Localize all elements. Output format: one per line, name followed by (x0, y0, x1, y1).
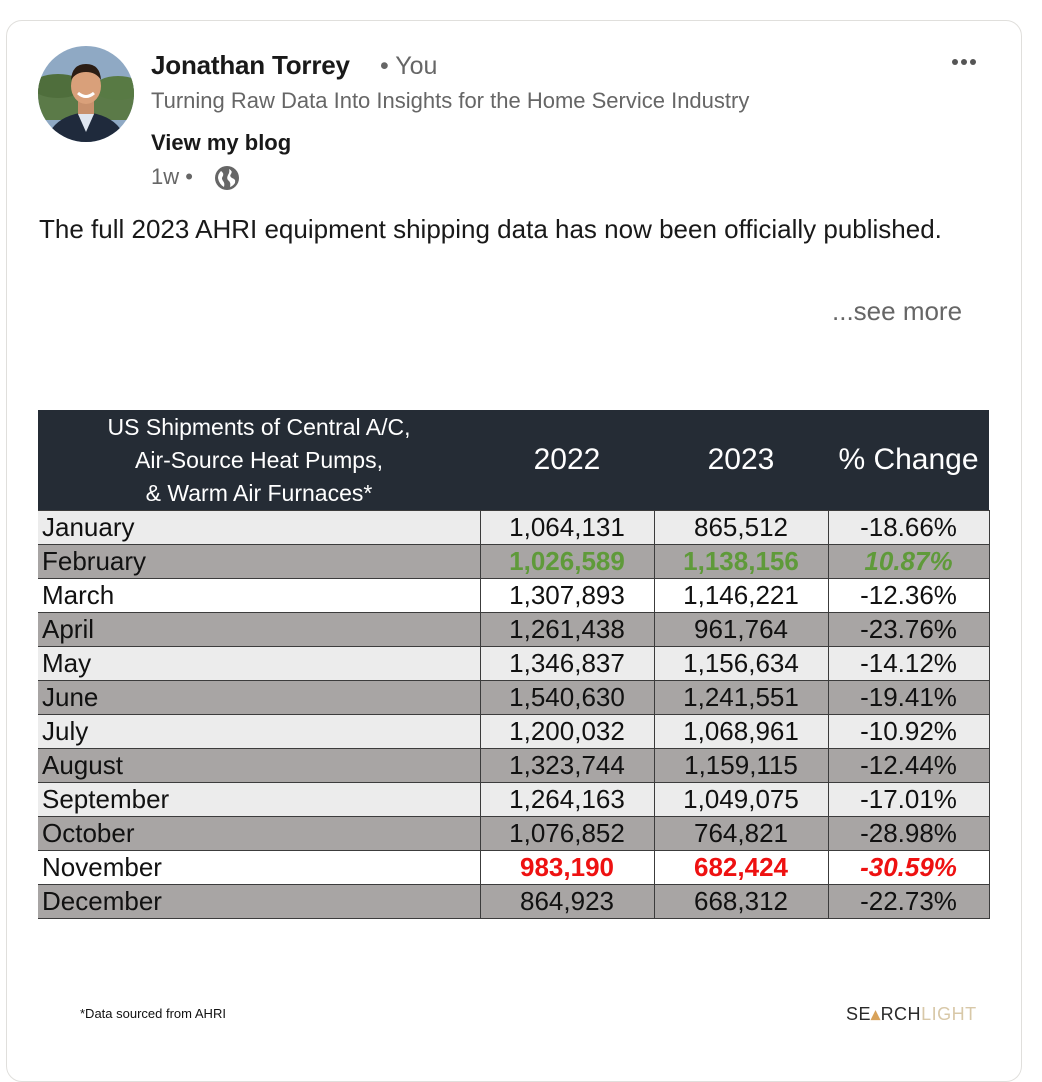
value-2022-cell: 1,346,837 (479, 646, 654, 681)
source-note: *Data sourced from AHRI (80, 1006, 226, 1021)
logo-part: LIGHT (921, 1004, 977, 1024)
value-2023-cell: 682,424 (653, 850, 828, 885)
value-2022-cell: 1,064,131 (479, 510, 654, 545)
month-cell: August (38, 748, 480, 783)
change-cell: -28.98% (827, 816, 990, 851)
month-cell: January (38, 510, 480, 545)
post-image[interactable]: US Shipments of Central A/C, Air-Source … (38, 410, 990, 1050)
value-2023-cell: 961,764 (653, 612, 828, 647)
change-cell: -23.76% (827, 612, 990, 647)
see-more-link[interactable]: ...see more (832, 296, 963, 326)
value-2023-cell: 1,138,156 (653, 544, 828, 579)
month-cell: November (38, 850, 480, 885)
author-relation: • You (380, 52, 438, 80)
change-cell: -19.41% (827, 680, 990, 715)
value-2023-cell: 1,156,634 (653, 646, 828, 681)
change-cell: 10.87% (827, 544, 990, 579)
table-title-line: US Shipments of Central A/C, (107, 413, 411, 440)
shipments-table: US Shipments of Central A/C, Air-Source … (38, 410, 990, 919)
month-cell: March (38, 578, 480, 613)
table-row: October 1,076,852 764,821 -28.98% (38, 816, 990, 851)
value-2023-cell: 668,312 (653, 884, 828, 919)
value-2022-cell: 1,261,438 (479, 612, 654, 647)
table-header-row: US Shipments of Central A/C, Air-Source … (38, 410, 989, 511)
change-cell: -14.12% (827, 646, 990, 681)
table-row: May 1,346,837 1,156,634 -14.12% (38, 646, 990, 681)
author-name[interactable]: Jonathan Torrey (151, 50, 350, 80)
value-2022-cell: 1,540,630 (479, 680, 654, 715)
table-title-line: Air-Source Heat Pumps, (135, 446, 383, 473)
value-2023-cell: 865,512 (653, 510, 828, 545)
month-cell: October (38, 816, 480, 851)
change-cell: -30.59% (827, 850, 990, 885)
change-cell: -12.36% (827, 578, 990, 613)
view-blog-link[interactable]: View my blog (151, 130, 292, 155)
month-cell: February (38, 544, 480, 579)
author-headline: Turning Raw Data Into Insights for the H… (151, 88, 750, 113)
month-cell: July (38, 714, 480, 749)
logo-part: RCH (880, 1004, 922, 1024)
value-2023-cell: 1,159,115 (653, 748, 828, 783)
post-text: The full 2023 AHRI equipment shipping da… (39, 214, 942, 244)
value-2023-cell: 764,821 (653, 816, 828, 851)
globe-icon (213, 164, 241, 192)
value-2022-cell: 1,200,032 (479, 714, 654, 749)
table-row: July 1,200,032 1,068,961 -10.92% (38, 714, 990, 749)
value-2022-cell: 1,026,589 (479, 544, 654, 579)
logo-part: SE (846, 1004, 872, 1024)
change-cell: -12.44% (827, 748, 990, 783)
table-row: January 1,064,131 865,512 -18.66% (38, 510, 990, 545)
month-cell: May (38, 646, 480, 681)
value-2022-cell: 1,307,893 (479, 578, 654, 613)
month-cell: September (38, 782, 480, 817)
column-header-2023: 2023 (654, 410, 828, 511)
more-horizontal-icon[interactable] (946, 50, 982, 74)
value-2023-cell: 1,146,221 (653, 578, 828, 613)
table-row: November 983,190 682,424 -30.59% (38, 850, 990, 885)
change-cell: -18.66% (827, 510, 990, 545)
value-2022-cell: 1,323,744 (479, 748, 654, 783)
post-timestamp: 1w • (151, 164, 193, 189)
column-header-2022: 2022 (480, 410, 654, 511)
value-2023-cell: 1,068,961 (653, 714, 828, 749)
table-row: June 1,540,630 1,241,551 -19.41% (38, 680, 990, 715)
month-cell: December (38, 884, 480, 919)
table-body: January 1,064,131 865,512 -18.66% February 1,… (38, 510, 990, 919)
table-title-line: & Warm Air Furnaces* (145, 479, 373, 506)
table-row: March 1,307,893 1,146,221 -12.36% (38, 578, 990, 613)
change-cell: -22.73% (827, 884, 990, 919)
value-2023-cell: 1,049,075 (653, 782, 828, 817)
searchlight-logo: SE▴RCHLIGHT (846, 1004, 977, 1024)
change-cell: -17.01% (827, 782, 990, 817)
value-2023-cell: 1,241,551 (653, 680, 828, 715)
table-row: February 1,026,589 1,138,156 10.87% (38, 544, 990, 579)
change-cell: -10.92% (827, 714, 990, 749)
value-2022-cell: 1,076,852 (479, 816, 654, 851)
value-2022-cell: 864,923 (479, 884, 654, 919)
month-cell: June (38, 680, 480, 715)
table-row: April 1,261,438 961,764 -23.76% (38, 612, 990, 647)
value-2022-cell: 983,190 (479, 850, 654, 885)
column-header-change: % Change (828, 410, 989, 511)
table-row: August 1,323,744 1,159,115 -12.44% (38, 748, 990, 783)
month-cell: April (38, 612, 480, 647)
table-title: US Shipments of Central A/C, Air-Source … (38, 410, 480, 511)
value-2022-cell: 1,264,163 (479, 782, 654, 817)
table-row: September 1,264,163 1,049,075 -17.01% (38, 782, 990, 817)
table-row: December 864,923 668,312 -22.73% (38, 884, 990, 919)
avatar[interactable] (38, 46, 134, 142)
